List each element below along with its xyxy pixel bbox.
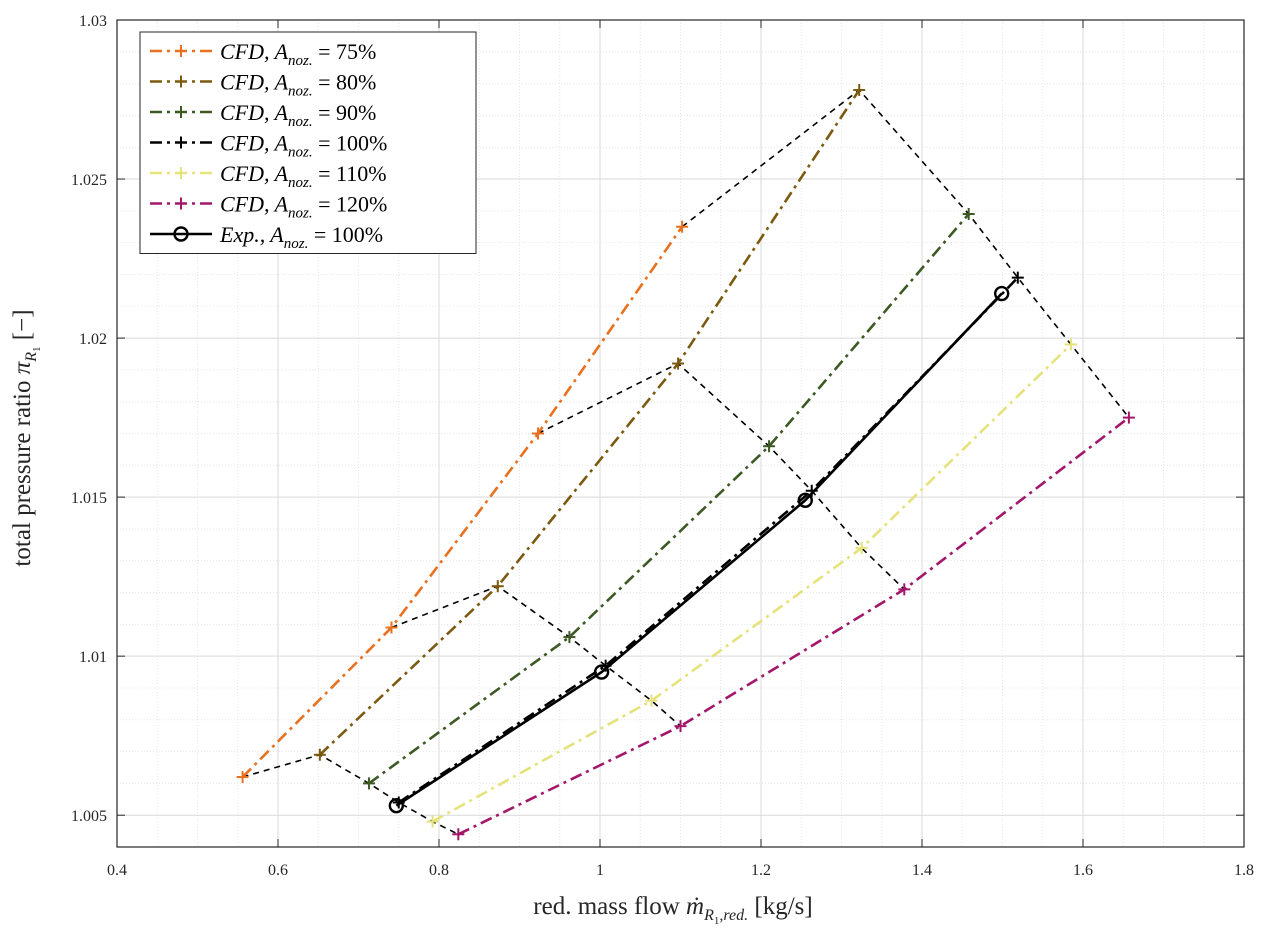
- y-tick-label: 1.01: [79, 649, 107, 666]
- x-tick-label: 1.2: [751, 862, 771, 879]
- data-point-marker: [175, 45, 187, 57]
- legend-label: CFD, Anoz. = 120%: [220, 192, 387, 222]
- axis-ticks: [116, 19, 1245, 847]
- data-point-marker: [676, 220, 689, 233]
- legend-item: CFD, Anoz. = 100%: [150, 131, 387, 161]
- legend-label: Exp., Anoz. = 100%: [219, 222, 383, 252]
- data-point-marker: [1064, 338, 1077, 351]
- connector-line: [242, 753, 459, 835]
- data-point-marker: [593, 664, 610, 680]
- plot-frame: [116, 19, 1245, 848]
- series-line: [395, 292, 1003, 807]
- legend: CFD, Anoz. = 75%CFD, Anoz. = 80%CFD, Ano…: [139, 31, 477, 254]
- data-point-marker: [993, 285, 1010, 302]
- x-tick-labels: 0.4 0.6 0.8 1 1.2 1.4 1.6 1.8: [107, 862, 1254, 879]
- data-point-marker: [175, 136, 187, 149]
- y-axis-title: total pressure ratio πR1 [−]: [9, 309, 43, 566]
- series-2: [362, 208, 975, 790]
- data-point-marker: [175, 197, 187, 210]
- legend-label: CFD, Anoz. = 75%: [220, 39, 376, 69]
- data-point-marker: [452, 828, 465, 841]
- data-point-marker: [388, 797, 405, 814]
- data-point-marker: [563, 631, 576, 644]
- series-1: [313, 83, 866, 761]
- series-0: [236, 220, 689, 784]
- data-point-marker: [674, 720, 687, 733]
- data-point-marker: [385, 621, 398, 634]
- legend-label: CFD, Anoz. = 90%: [220, 100, 376, 130]
- data-point-marker: [1011, 271, 1024, 284]
- legend-item: CFD, Anoz. = 120%: [150, 192, 387, 222]
- y-tick-label: 1.025: [71, 172, 107, 189]
- series-line: [457, 416, 1130, 836]
- data-point-marker: [173, 226, 189, 242]
- x-tick-label: 1.6: [1073, 862, 1093, 879]
- x-tick-label: 0.8: [429, 862, 449, 879]
- legend-label: CFD, Anoz. = 100%: [220, 131, 387, 161]
- series-line: [398, 276, 1019, 804]
- y-tick-label: 1.03: [79, 13, 107, 30]
- series-line: [431, 343, 1072, 823]
- data-point-marker: [491, 580, 504, 593]
- data-point-marker: [763, 440, 776, 453]
- data-point-marker: [532, 427, 545, 440]
- data-point-marker: [175, 167, 187, 179]
- series-line: [241, 226, 684, 778]
- legend-label: CFD, Anoz. = 80%: [220, 70, 376, 100]
- data-point-marker: [672, 357, 685, 370]
- legend-box: [139, 31, 477, 254]
- x-tick-label: 0.4: [107, 862, 127, 879]
- data-point-marker: [645, 694, 658, 707]
- legend-item: CFD, Anoz. = 75%: [150, 39, 376, 69]
- x-tick-label: 1: [596, 862, 604, 879]
- series-6: [388, 285, 1010, 814]
- data-point-marker: [426, 815, 439, 828]
- data-point-marker: [175, 75, 187, 88]
- iso-line-connectors: [242, 88, 1130, 835]
- series-5: [452, 411, 1135, 841]
- x-tick-label: 1.4: [912, 862, 932, 879]
- data-point-marker: [236, 771, 249, 784]
- legend-item: CFD, Anoz. = 90%: [150, 100, 376, 130]
- series-line: [368, 213, 970, 785]
- y-tick-label: 1.005: [71, 808, 107, 825]
- legend-item: CFD, Anoz. = 80%: [150, 70, 376, 100]
- data-point-marker: [1122, 411, 1135, 424]
- connector-line: [391, 585, 682, 727]
- x-tick-label: 1.8: [1234, 862, 1254, 879]
- legend-item: Exp., Anoz. = 100%: [150, 222, 383, 252]
- connector-line: [537, 362, 905, 590]
- data-point-marker: [175, 106, 187, 118]
- x-tick-label: 0.6: [268, 862, 288, 879]
- legend-item: CFD, Anoz. = 110%: [150, 161, 387, 191]
- data-point-marker: [313, 748, 326, 761]
- series-4: [426, 338, 1077, 828]
- data-series: [236, 83, 1135, 841]
- connector-line: [681, 88, 1130, 419]
- data-point-marker: [855, 542, 868, 555]
- y-tick-label: 1.015: [71, 490, 107, 507]
- y-tick-label: 1.02: [79, 331, 107, 348]
- data-point-marker: [898, 583, 911, 596]
- data-point-marker: [797, 492, 813, 508]
- data-point-marker: [362, 777, 375, 790]
- data-point-marker: [853, 83, 866, 96]
- data-point-marker: [962, 208, 975, 221]
- y-tick-labels: 1.005 1.01 1.015 1.02 1.025 1.03: [71, 13, 107, 825]
- x-axis-title: red. mass flow ṁR1,red. [kg/s]: [533, 893, 812, 927]
- legend-label: CFD, Anoz. = 110%: [220, 161, 387, 191]
